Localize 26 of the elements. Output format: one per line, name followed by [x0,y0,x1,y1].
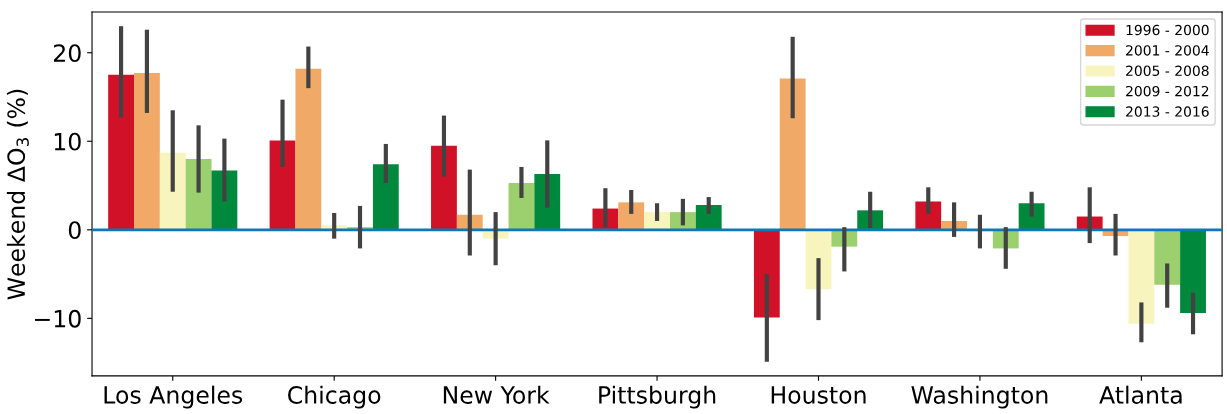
bar [1154,229,1181,285]
legend-label: 1996 - 2000 [1126,24,1209,36]
legend-label: 2005 - 2008 [1126,65,1209,77]
x-tick-label: Chicago [288,385,381,409]
legend-label: 2009 - 2012 [1126,85,1209,97]
bar [1128,229,1155,324]
x-tick-label: Houston [771,386,866,404]
bar [134,73,160,230]
bar [295,68,322,230]
bar [1180,229,1206,314]
x-tick-label: Washington [911,385,1048,409]
bar [779,78,806,230]
y-tick-label: 20 [53,44,81,63]
y-tick-label: 0 [68,221,81,240]
y-tick-label: 10 [54,132,81,151]
x-tick-label: Los Angeles [104,385,243,409]
bar [431,145,457,230]
bar [372,164,399,230]
x-tick-label: Atlanta [1099,385,1182,404]
legend-label: 2013 - 2016 [1126,106,1209,117]
bar [108,74,134,230]
x-tick-label: Pittsburgh [599,385,716,409]
y-axis-title: Weekend ΔO$_{3}$ (%) [6,89,29,300]
y-tick-label: −10 [34,309,81,328]
x-tick-label: New York [443,385,550,404]
legend-label: 2001 - 2004 [1126,45,1209,56]
